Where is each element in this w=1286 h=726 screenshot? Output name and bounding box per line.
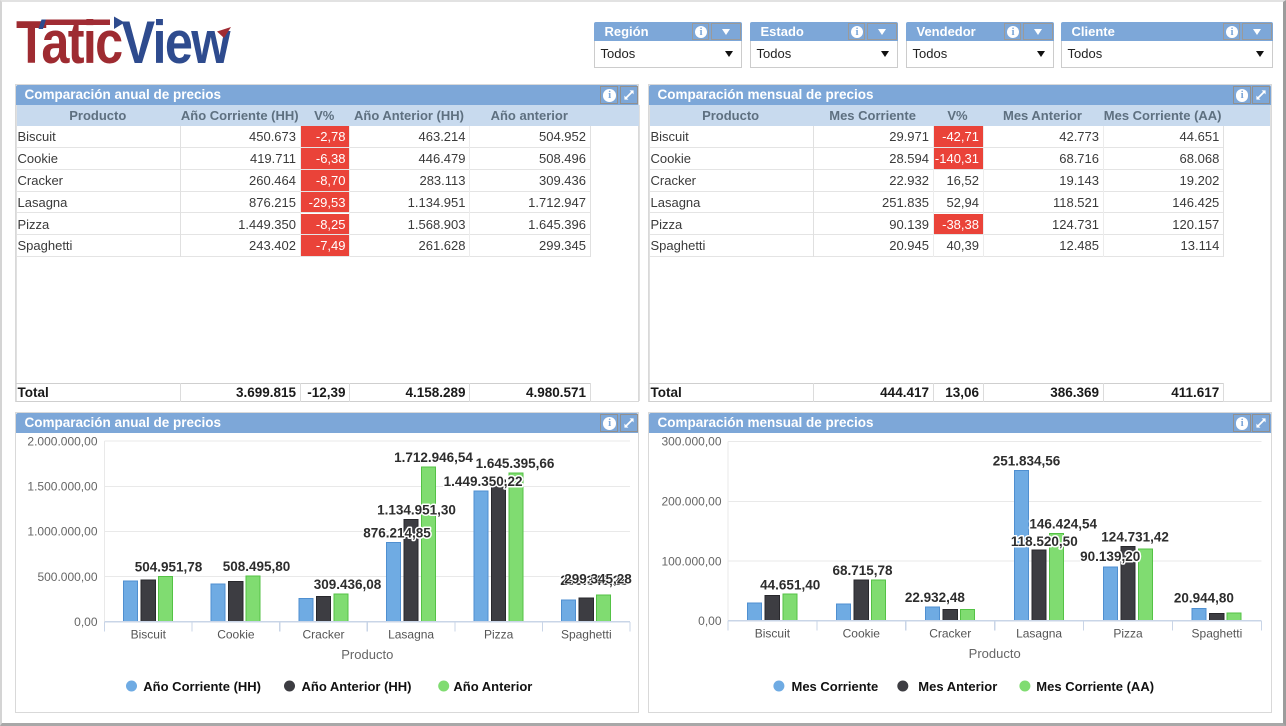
svg-text:Cracker: Cracker — [302, 627, 344, 641]
svg-text:Lasagna: Lasagna — [388, 627, 434, 641]
svg-text:Pizza: Pizza — [1113, 626, 1143, 640]
svg-text:Biscuit: Biscuit — [754, 626, 790, 640]
svg-text:299.345,28: 299.345,28 — [560, 573, 628, 588]
svg-text:Mes Anterior: Mes Anterior — [918, 679, 997, 694]
svg-text:100.000,00: 100.000,00 — [661, 554, 721, 568]
svg-text:Producto: Producto — [341, 647, 393, 662]
svg-text:508.495,80: 508.495,80 — [222, 559, 290, 574]
svg-text:68.715,78: 68.715,78 — [832, 563, 893, 578]
svg-text:299.345,28: 299.345,28 — [564, 572, 632, 587]
svg-text:22.932,48: 22.932,48 — [904, 590, 965, 605]
svg-text:1.134.951,30: 1.134.951,30 — [377, 502, 456, 517]
svg-text:Lasagna: Lasagna — [1016, 626, 1062, 640]
svg-text:504.951,78: 504.951,78 — [134, 559, 202, 574]
svg-text:146.424,54: 146.424,54 — [1029, 517, 1097, 532]
svg-text:251.834,56: 251.834,56 — [992, 453, 1060, 468]
svg-text:200.000,00: 200.000,00 — [661, 495, 721, 509]
svg-text:Año Anterior (HH): Año Anterior (HH) — [301, 679, 411, 694]
svg-text:1.000.000,00: 1.000.000,00 — [27, 525, 97, 539]
svg-text:1.500.000,00: 1.500.000,00 — [27, 480, 97, 494]
svg-text:309.436,08: 309.436,08 — [313, 577, 381, 592]
svg-text:Producto: Producto — [968, 646, 1020, 661]
svg-text:1.645.395,66: 1.645.395,66 — [475, 456, 554, 471]
svg-text:20.944,80: 20.944,80 — [1173, 591, 1233, 606]
svg-text:118.520,50: 118.520,50 — [1010, 534, 1077, 549]
svg-text:Mes Corriente: Mes Corriente — [791, 679, 878, 694]
svg-text:Spaghetti: Spaghetti — [560, 627, 611, 641]
svg-text:Pizza: Pizza — [484, 627, 514, 641]
svg-text:Año Corriente (HH): Año Corriente (HH) — [143, 679, 261, 694]
svg-text:44.651,40: 44.651,40 — [760, 577, 820, 592]
svg-text:Año Anterior: Año Anterior — [453, 679, 532, 694]
svg-text:Cookie: Cookie — [217, 627, 255, 641]
svg-text:90.139,20: 90.139,20 — [1080, 549, 1140, 564]
svg-text:1.449.350,22: 1.449.350,22 — [443, 474, 522, 489]
svg-text:1.712.946,54: 1.712.946,54 — [394, 450, 473, 465]
svg-text:300.000,00: 300.000,00 — [661, 435, 721, 449]
svg-text:124.731,42: 124.731,42 — [1101, 530, 1169, 545]
svg-text:2.000.000,00: 2.000.000,00 — [27, 434, 97, 448]
svg-text:Spaghetti: Spaghetti — [1191, 626, 1242, 640]
svg-text:Biscuit: Biscuit — [130, 627, 166, 641]
svg-text:876.214,85: 876.214,85 — [363, 526, 431, 541]
svg-text:Cookie: Cookie — [842, 626, 880, 640]
svg-text:Mes Corriente (AA): Mes Corriente (AA) — [1036, 679, 1154, 694]
svg-text:500.000,00: 500.000,00 — [37, 570, 97, 584]
svg-text:0,00: 0,00 — [74, 615, 98, 629]
svg-text:Cracker: Cracker — [929, 626, 971, 640]
svg-text:0,00: 0,00 — [698, 614, 722, 628]
